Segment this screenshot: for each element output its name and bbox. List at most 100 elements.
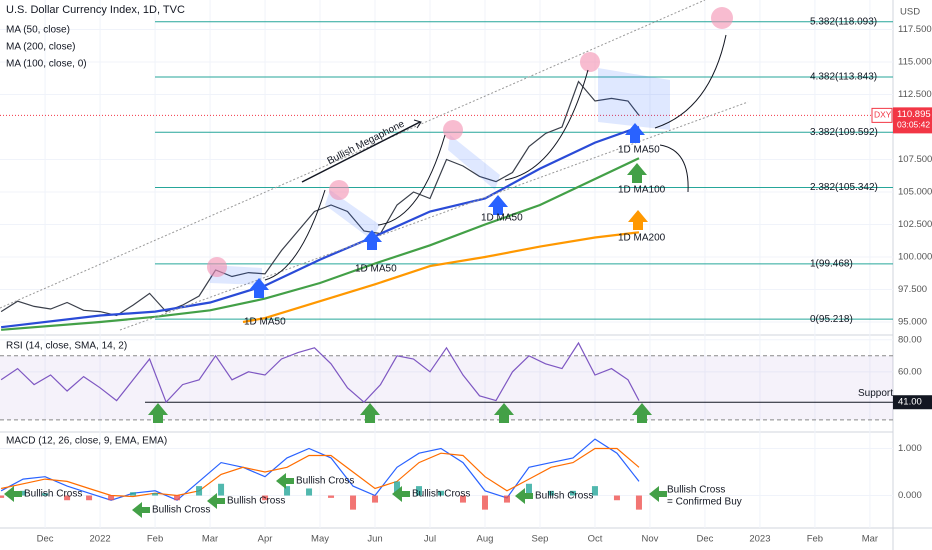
histogram-bar: [547, 490, 554, 496]
histogram-bar: [108, 495, 115, 501]
value-tag: [893, 395, 932, 410]
indicator-label: MACD (12, 26, close, 9, EMA, EMA): [6, 436, 167, 447]
histogram-bar: [262, 495, 269, 501]
annotation: = Confirmed Buy: [667, 497, 742, 508]
series-line: [0, 438, 640, 501]
countdown: 03:05:42: [897, 120, 930, 130]
curve-arrow: [264, 189, 326, 281]
indicator-label: RSI (14, close, SMA, 14, 2): [6, 341, 127, 352]
annotation: 1D MA50: [355, 264, 397, 275]
peak-marker: [329, 180, 349, 200]
y-tick-label: 115.000: [898, 57, 932, 68]
arrow-left: [132, 502, 150, 518]
histogram-bar: [459, 495, 466, 503]
histogram-bar: [0, 495, 5, 498]
annotation: Bullish Cross: [667, 485, 725, 496]
annotation: 1D MA50: [244, 317, 286, 328]
histogram-bar: [525, 483, 532, 496]
arrow-left: [4, 486, 22, 502]
arrow-left: [207, 493, 225, 509]
fib-label: 2.382(105.342): [810, 182, 878, 193]
histogram-bar: [306, 488, 313, 496]
arrow-up: [148, 403, 168, 423]
x-tick-label: Dec: [37, 534, 54, 545]
histogram-bar: [64, 495, 71, 501]
histogram-bar: [569, 490, 576, 496]
x-tick-label: Aug: [477, 534, 494, 545]
annotation: Bullish Cross: [227, 496, 285, 507]
highlight: [448, 135, 500, 190]
x-tick-label: Feb: [807, 534, 823, 545]
fib-label: 5.382(118.093): [810, 16, 877, 27]
x-tick-label: Mar: [202, 534, 218, 545]
histogram-bar: [591, 486, 598, 496]
price-tag: [893, 107, 932, 134]
x-tick-label: Nov: [642, 534, 659, 545]
arrow-up: [632, 403, 652, 423]
series-line: [0, 80, 640, 317]
chart-title: U.S. Dollar Currency Index, 1D, TVC: [6, 4, 185, 16]
x-tick-label: 2023: [749, 534, 770, 545]
target-marker: [711, 7, 733, 29]
x-tick-label: Jun: [367, 534, 382, 545]
indicator-label: MA (100, close, 0): [6, 59, 87, 70]
price-tag-label: 110.895: [897, 109, 931, 120]
y-tick-label: 105.000: [898, 187, 932, 198]
curve-arrow: [659, 144, 689, 193]
arrow-up: [362, 230, 382, 250]
y-tick-label: 112.500: [898, 89, 932, 100]
annotation: 1D MA100: [618, 185, 666, 196]
annotation: Bullish Cross: [24, 489, 82, 500]
arrow-up: [627, 163, 647, 183]
y-tick-label: 1.000: [898, 443, 922, 454]
histogram-bar: [174, 495, 181, 501]
arrow-left: [649, 486, 667, 502]
histogram-bar: [635, 495, 642, 510]
annotation: Bullish Cross: [296, 476, 354, 487]
arrow-head: [413, 119, 422, 129]
x-tick-label: Feb: [147, 534, 163, 545]
trend-arrow: [301, 121, 421, 183]
histogram-bar: [196, 486, 203, 496]
arrow-up: [625, 123, 645, 143]
indicator-label: MA (50, close): [6, 25, 70, 36]
arrow-up: [249, 278, 269, 298]
annotation: Bullish Cross: [535, 491, 593, 502]
y-tick-label: 80.00: [898, 334, 922, 345]
x-tick-label: Oct: [588, 534, 603, 545]
highlight: [325, 190, 380, 240]
series-line: [242, 231, 640, 324]
y-tick-label: 0.000: [898, 490, 922, 501]
annotation: 1D MA200: [618, 233, 666, 244]
histogram-bar: [284, 486, 291, 496]
arrow-up: [494, 403, 514, 423]
arrow-up: [360, 403, 380, 423]
y-tick-label: 107.500: [898, 154, 932, 165]
annotation: Bullish Cross: [152, 505, 210, 516]
channel-line: [0, 0, 706, 309]
histogram-bar: [86, 495, 93, 501]
annotation: 1D MA50: [618, 145, 660, 156]
y-tick-label: 117.500: [898, 24, 932, 35]
x-tick-label: 2022: [90, 534, 111, 545]
histogram-bar: [42, 493, 49, 496]
channel-line: [119, 101, 749, 331]
arrow-up: [488, 195, 508, 215]
annotation: Bullish Cross: [412, 489, 470, 500]
curve-arrow: [377, 134, 446, 226]
y-tick-label: 100.000: [898, 252, 932, 263]
x-tick-label: Mar: [862, 534, 878, 545]
histogram-bar: [350, 495, 357, 510]
series-line: [1, 157, 640, 331]
histogram-bar: [372, 495, 379, 503]
cross-arrows: [4, 473, 667, 518]
curve-arrow: [654, 34, 727, 129]
histogram-bar: [394, 481, 401, 496]
histogram-bar: [328, 495, 335, 498]
arrow-left: [276, 473, 294, 489]
highlight: [598, 68, 670, 130]
curve-arrow: [504, 69, 589, 181]
support-text: Support: [858, 388, 893, 399]
